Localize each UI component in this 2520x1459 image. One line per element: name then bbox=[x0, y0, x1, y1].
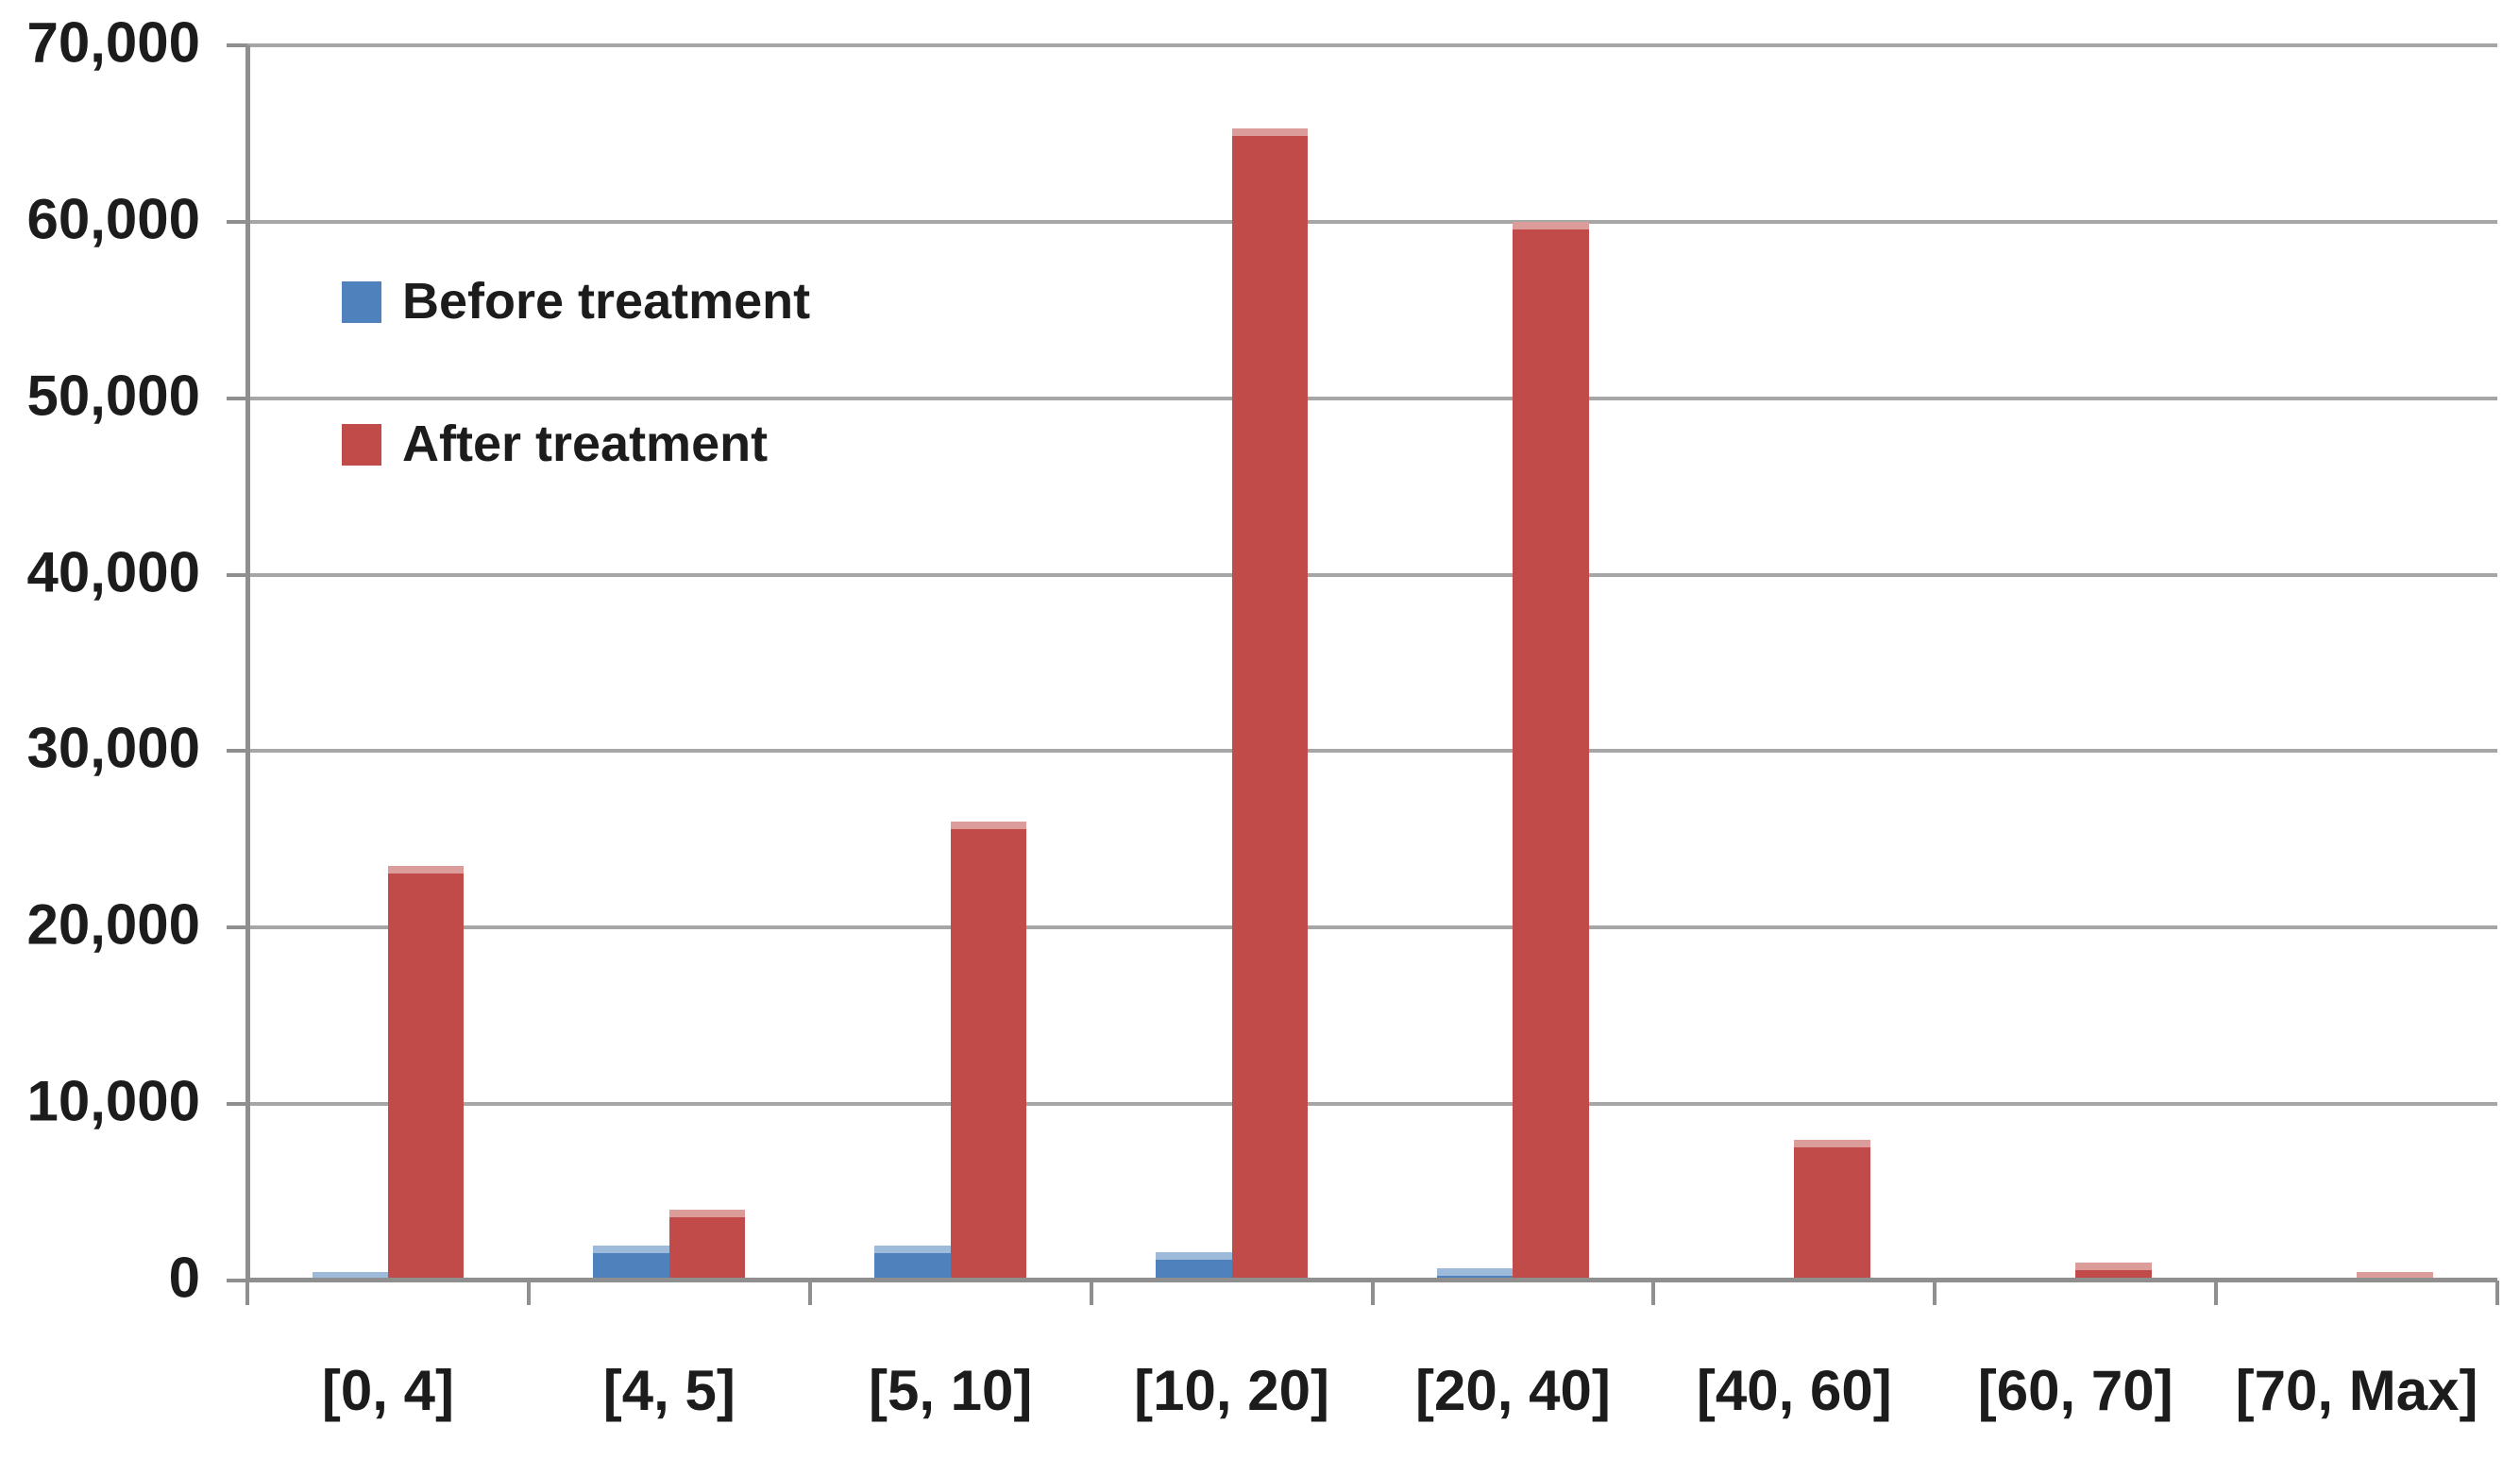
bar-top-highlight bbox=[312, 1271, 388, 1280]
category-group-60-70 bbox=[1935, 45, 2216, 1281]
y-axis-label-30000: 30,000 bbox=[26, 717, 200, 781]
plot-area bbox=[245, 43, 2497, 1282]
bar-top-highlight bbox=[1794, 1139, 1870, 1147]
x-tick-5 bbox=[1651, 1281, 1656, 1305]
gridline-70000 bbox=[247, 43, 2497, 47]
x-tick-6 bbox=[1933, 1281, 1937, 1305]
y-tick-0 bbox=[227, 1279, 247, 1282]
bar-pair-4-5 bbox=[593, 45, 746, 1281]
y-axis-label-0: 0 bbox=[168, 1246, 200, 1310]
bar-top-highlight bbox=[874, 1245, 951, 1253]
bar-top-highlight bbox=[1437, 1267, 1514, 1276]
category-group-20-40 bbox=[1373, 45, 1654, 1281]
legend-label-after-treatment: After treatment bbox=[402, 416, 769, 473]
legend-item-before-treatment: Before treatment bbox=[342, 273, 811, 330]
category-group-70-max bbox=[2216, 45, 2497, 1281]
y-tick-20000 bbox=[227, 925, 247, 930]
y-tick-30000 bbox=[227, 749, 247, 754]
y-axis-label-50000: 50,000 bbox=[26, 364, 200, 428]
bar-top-highlight bbox=[2075, 1263, 2152, 1271]
x-tick-1 bbox=[526, 1281, 531, 1305]
bar-after-treatment-60-70 bbox=[2075, 1263, 2152, 1281]
x-tick-8 bbox=[2495, 1281, 2499, 1305]
gridline-10000 bbox=[247, 1102, 2497, 1107]
gridline-60000 bbox=[247, 219, 2497, 224]
bar-pair-0-4 bbox=[312, 45, 465, 1281]
bar-after-treatment-20-40 bbox=[1513, 221, 1589, 1281]
bar-before-treatment-4-5 bbox=[593, 1245, 669, 1281]
x-tick-2 bbox=[807, 1281, 812, 1305]
bar-top-highlight bbox=[1156, 1252, 1232, 1261]
y-axis-label-60000: 60,000 bbox=[26, 187, 200, 251]
x-tick-3 bbox=[1089, 1281, 1093, 1305]
category-group-4-5 bbox=[529, 45, 810, 1281]
bar-after-treatment-40-60 bbox=[1794, 1139, 1870, 1281]
x-axis-label-2: [5, 10] bbox=[868, 1359, 1033, 1422]
bar-top-highlight bbox=[1231, 127, 1308, 136]
bar-pair-5-10 bbox=[874, 45, 1027, 1281]
bar-top-highlight bbox=[387, 865, 465, 874]
bar-after-treatment-10-20 bbox=[1231, 127, 1308, 1281]
bar-groups bbox=[247, 45, 2497, 1281]
gridline-50000 bbox=[247, 396, 2497, 400]
x-tick-7 bbox=[2214, 1281, 2219, 1305]
bar-before-treatment-0-4 bbox=[312, 1271, 388, 1281]
category-group-10-20 bbox=[1091, 45, 1373, 1281]
x-axis-category-labels: [0, 4] [4, 5] [5, 10] [10, 20] [20, 40] [40, … bbox=[247, 1349, 2497, 1434]
bar-after-treatment-70-max bbox=[2357, 1271, 2433, 1281]
y-axis-label-70000: 70,000 bbox=[26, 10, 200, 75]
bar-top-highlight bbox=[950, 822, 1027, 830]
legend-swatch-before-treatment bbox=[342, 280, 381, 323]
bar-after-treatment-0-4 bbox=[387, 865, 465, 1281]
y-axis-tick-labels: 0 10,000 20,000 30,000 40,000 50,000 60,000 70,… bbox=[0, 0, 200, 1459]
x-axis-label-4: [20, 40] bbox=[1415, 1359, 1611, 1422]
x-axis-line bbox=[247, 1278, 2497, 1282]
y-axis-label-40000: 40,000 bbox=[26, 540, 200, 604]
x-axis-label-5: [40, 60] bbox=[1696, 1359, 1892, 1422]
x-axis-label-0: [0, 4] bbox=[321, 1359, 454, 1422]
y-tick-10000 bbox=[227, 1102, 247, 1107]
bar-top-highlight bbox=[2357, 1271, 2433, 1280]
bar-after-treatment-4-5 bbox=[668, 1210, 746, 1281]
bar-pair-40-60 bbox=[1718, 45, 1870, 1281]
legend: Before treatment After treatment bbox=[342, 273, 811, 560]
category-group-40-60 bbox=[1653, 45, 1935, 1281]
y-axis-label-10000: 10,000 bbox=[26, 1069, 200, 1133]
y-tick-60000 bbox=[227, 219, 247, 224]
gridline-20000 bbox=[247, 925, 2497, 930]
legend-item-after-treatment: After treatment bbox=[342, 416, 810, 472]
bar-pair-70-max bbox=[2281, 45, 2433, 1281]
bar-top-highlight bbox=[1513, 221, 1589, 229]
bar-after-treatment-5-10 bbox=[950, 822, 1027, 1281]
bar-before-treatment-10-20 bbox=[1156, 1252, 1232, 1281]
bar-before-treatment-5-10 bbox=[874, 1245, 951, 1281]
gridline-30000 bbox=[247, 749, 2497, 754]
y-tick-70000 bbox=[227, 43, 247, 47]
y-axis-label-20000: 20,000 bbox=[26, 892, 200, 957]
x-axis-label-6: [60, 70] bbox=[1977, 1359, 2173, 1422]
bar-top-highlight bbox=[593, 1245, 669, 1253]
x-axis-label-1: [4, 5] bbox=[602, 1359, 736, 1422]
x-axis-label-7: [70, Max] bbox=[2235, 1359, 2478, 1422]
x-tick-0 bbox=[245, 1281, 249, 1305]
bar-pair-20-40 bbox=[1437, 45, 1589, 1281]
bar-pair-10-20 bbox=[1156, 45, 1308, 1281]
y-axis-line bbox=[245, 45, 250, 1281]
bar-before-treatment-20-40 bbox=[1437, 1267, 1514, 1281]
y-tick-40000 bbox=[227, 572, 247, 577]
y-tick-50000 bbox=[227, 396, 247, 400]
x-tick-4 bbox=[1370, 1281, 1375, 1305]
x-axis-label-3: [10, 20] bbox=[1134, 1359, 1329, 1422]
bar-pair-60-70 bbox=[2000, 45, 2152, 1281]
legend-swatch-after-treatment bbox=[342, 424, 381, 467]
category-group-0-4 bbox=[247, 45, 529, 1281]
gridline-40000 bbox=[247, 572, 2497, 577]
legend-label-before-treatment: Before treatment bbox=[402, 273, 811, 330]
bar-top-highlight bbox=[668, 1210, 746, 1218]
category-group-5-10 bbox=[810, 45, 1091, 1281]
